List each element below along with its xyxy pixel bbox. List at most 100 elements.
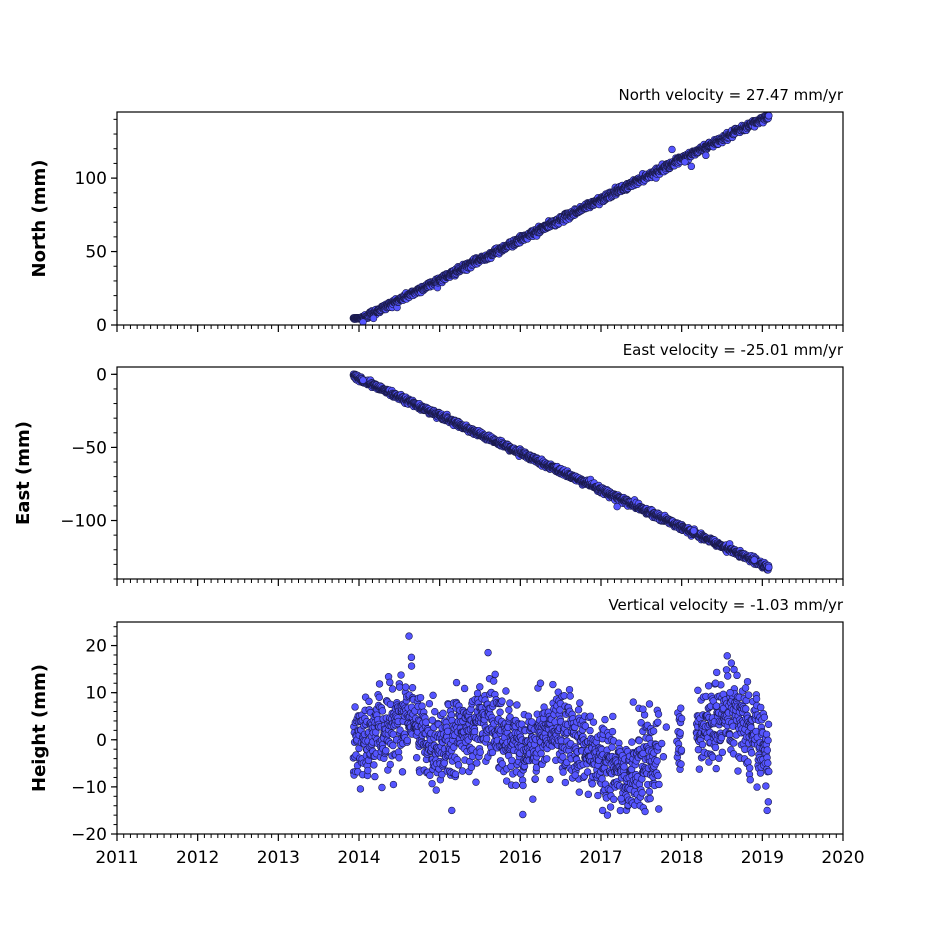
height-data-point: [676, 729, 684, 737]
height-data-point: [584, 790, 593, 799]
east-data-point: [690, 527, 698, 535]
north-points: [349, 112, 773, 325]
height-data-point: [476, 683, 484, 691]
height-data-point: [695, 765, 704, 773]
height-data-point: [356, 785, 365, 793]
height-data-point: [505, 706, 513, 714]
height-data-point: [519, 781, 527, 790]
height-data-point: [608, 743, 616, 751]
height-data-point: [574, 706, 583, 714]
height-data-point: [382, 746, 390, 755]
height-data-point: [560, 691, 568, 700]
height-data-point: [588, 780, 596, 788]
north-data-point: [359, 318, 367, 325]
height-data-point: [546, 775, 554, 784]
height-data-point: [654, 710, 663, 718]
height-data-point: [606, 803, 615, 811]
height-data-point: [428, 779, 436, 788]
east-points: [349, 370, 773, 574]
height-data-point: [375, 680, 384, 688]
height-data-point: [645, 700, 654, 708]
height-data-point: [412, 754, 421, 762]
north-y-tick-label: 50: [85, 243, 107, 263]
height-data-point: [529, 795, 537, 803]
height-data-point: [654, 718, 662, 726]
height-data-point: [386, 678, 394, 687]
height-data-point: [452, 678, 461, 687]
height-data-point: [512, 781, 520, 790]
height-data-point: [610, 795, 618, 804]
height-data-point: [490, 677, 498, 685]
height-data-point: [677, 746, 686, 754]
height-data-point: [429, 691, 437, 700]
height-data-point: [370, 761, 378, 769]
north-data-point: [668, 145, 676, 154]
height-data-point: [426, 771, 434, 780]
north-data-point: [369, 314, 378, 323]
height-data-point: [440, 759, 449, 767]
height-data-point: [460, 684, 469, 693]
height-data-point: [375, 693, 383, 702]
height-data-point: [476, 748, 484, 756]
east-y-tick-label: −100: [60, 512, 107, 532]
east-data-point: [750, 556, 758, 564]
height-data-point: [507, 762, 515, 771]
height-data-point: [403, 736, 412, 745]
height-data-point: [659, 753, 668, 761]
north-data-point: [765, 112, 773, 120]
height-data-point: [575, 788, 583, 796]
height-data-point: [482, 735, 491, 743]
height-data-point: [608, 727, 617, 736]
height-data-point: [638, 789, 646, 797]
height-data-point: [561, 778, 570, 787]
height-data-point: [589, 718, 598, 726]
height-data-point: [454, 761, 463, 769]
east-data-point: [613, 502, 621, 511]
height-data-point: [657, 739, 666, 748]
height-data-point: [395, 754, 403, 762]
height-data-point: [654, 771, 662, 780]
height-data-point: [458, 767, 467, 775]
north-velocity-label: North velocity = 27.47 mm/yr: [619, 86, 844, 104]
north-data-point: [687, 162, 696, 171]
height-data-point: [609, 712, 617, 721]
height-data-point: [416, 693, 425, 702]
height-data-point: [641, 807, 649, 816]
height-data-point: [653, 757, 661, 765]
height-data-point: [565, 685, 574, 694]
north-y-tick-label: 100: [75, 169, 107, 189]
height-data-point: [425, 699, 434, 708]
height-data-point: [649, 727, 658, 735]
east-y-tick-label: 0: [96, 365, 107, 385]
height-data-point: [473, 759, 481, 767]
height-data-point: [549, 680, 557, 689]
height-data-point: [635, 736, 643, 745]
height-data-point: [698, 740, 707, 749]
east-velocity-label: East velocity = -25.01 mm/yr: [623, 341, 844, 359]
height-data-point: [601, 715, 609, 724]
height-data-point: [655, 780, 663, 789]
height-data-point: [677, 704, 685, 712]
height-data-point: [378, 707, 387, 715]
height-data-point: [378, 783, 386, 792]
height-data-point: [616, 806, 625, 815]
height-data-point: [646, 794, 654, 803]
east-axis-label: East (mm): [13, 421, 34, 525]
height-data-point: [502, 687, 510, 695]
height-data-point: [543, 755, 551, 763]
height-data-point: [371, 772, 379, 781]
height-data-point: [401, 683, 410, 691]
height-data-point: [422, 718, 430, 726]
height-data-point: [389, 780, 398, 789]
height-data-point: [470, 727, 479, 736]
north-data-point: [681, 158, 689, 166]
height-data-point: [498, 697, 506, 705]
height-data-point: [432, 786, 440, 794]
height-data-point: [531, 775, 539, 783]
height-data-point: [398, 768, 407, 776]
height-data-point: [559, 768, 567, 776]
